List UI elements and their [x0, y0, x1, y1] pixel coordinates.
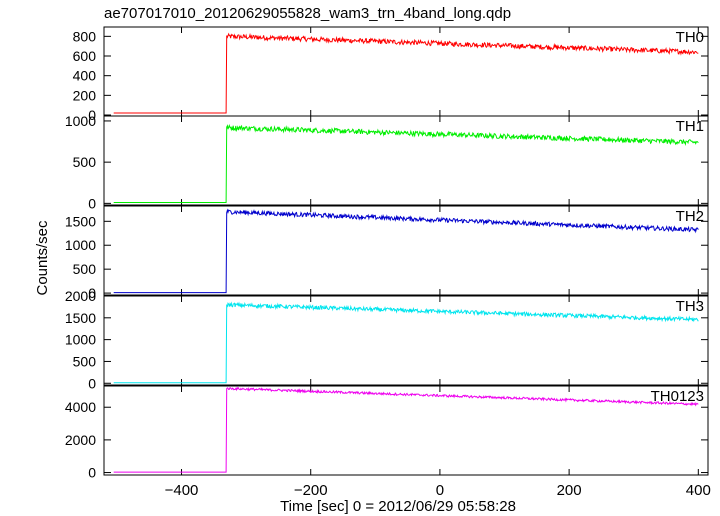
panels: 0 200 400 600 800 TH0 0 500 1000 TH1 0 500 1000 1500 T… [65, 26, 709, 481]
y-tick-label: 1000 [65, 113, 96, 129]
series-th0123 [113, 386, 699, 473]
y-tick-label: 2000 [65, 432, 96, 448]
panel-label: TH0 [676, 29, 704, 46]
panel-th2: 0 500 1000 1500 TH2 [65, 205, 709, 301]
chart-title: ae707017010_20120629055828_wam3_trn_4ban… [104, 5, 511, 22]
y-tick-label: 500 [73, 154, 97, 170]
y-tick-label: 0 [88, 195, 96, 211]
panel-label: TH1 [676, 118, 704, 135]
y-tick-label: 1000 [65, 332, 96, 348]
x-tick-label: 400 [686, 482, 711, 499]
y-tick-label: 1500 [65, 310, 96, 326]
y-tick-label: 400 [73, 68, 97, 84]
y-tick-label: 200 [73, 87, 97, 103]
panel-frame [103, 385, 709, 476]
series-th3 [113, 301, 699, 384]
y-tick-label: 0 [88, 285, 96, 301]
panel-label: TH3 [676, 298, 704, 315]
y-tick-label: 2000 [65, 288, 96, 304]
y-tick-label: 500 [73, 353, 97, 369]
y-tick-label: 4000 [65, 399, 96, 415]
panel-frame [103, 205, 709, 296]
y-tick-label: 500 [73, 261, 97, 277]
panel-label: TH0123 [651, 388, 704, 405]
x-tick-label: −200 [294, 482, 328, 499]
x-axis: −400 −200 0 200 400 [165, 482, 711, 499]
y-axis-label: Counts/sec [34, 220, 51, 296]
y-tick-label: 0 [88, 107, 96, 123]
x-tick-label: 200 [557, 482, 582, 499]
panel-frame [103, 26, 709, 117]
x-axis-label: Time [sec] 0 = 2012/06/29 05:58:28 [280, 498, 516, 515]
y-tick-label: 1500 [65, 213, 96, 229]
y-tick-label: 600 [73, 48, 97, 64]
panel-label: TH2 [676, 208, 704, 225]
series-th0 [113, 32, 699, 114]
panel-th0: 0 200 400 600 800 TH0 [73, 26, 709, 123]
panel-frame [103, 295, 709, 386]
y-tick-label: 0 [88, 465, 96, 481]
panel-th0123: 0 2000 4000 TH0123 [65, 385, 709, 481]
y-tick-label: 0 [88, 375, 96, 391]
y-tick-label: 1000 [65, 237, 96, 253]
y-tick-label: 800 [73, 28, 97, 44]
series-th2 [113, 208, 699, 294]
series-th1 [113, 124, 699, 203]
panel-th3: 0 500 1000 1500 2000 TH3 [65, 288, 709, 391]
panel-frame [103, 115, 709, 206]
panel-th1: 0 500 1000 TH1 [65, 113, 709, 211]
x-tick-label: 0 [436, 482, 444, 499]
x-tick-label: −400 [165, 482, 199, 499]
